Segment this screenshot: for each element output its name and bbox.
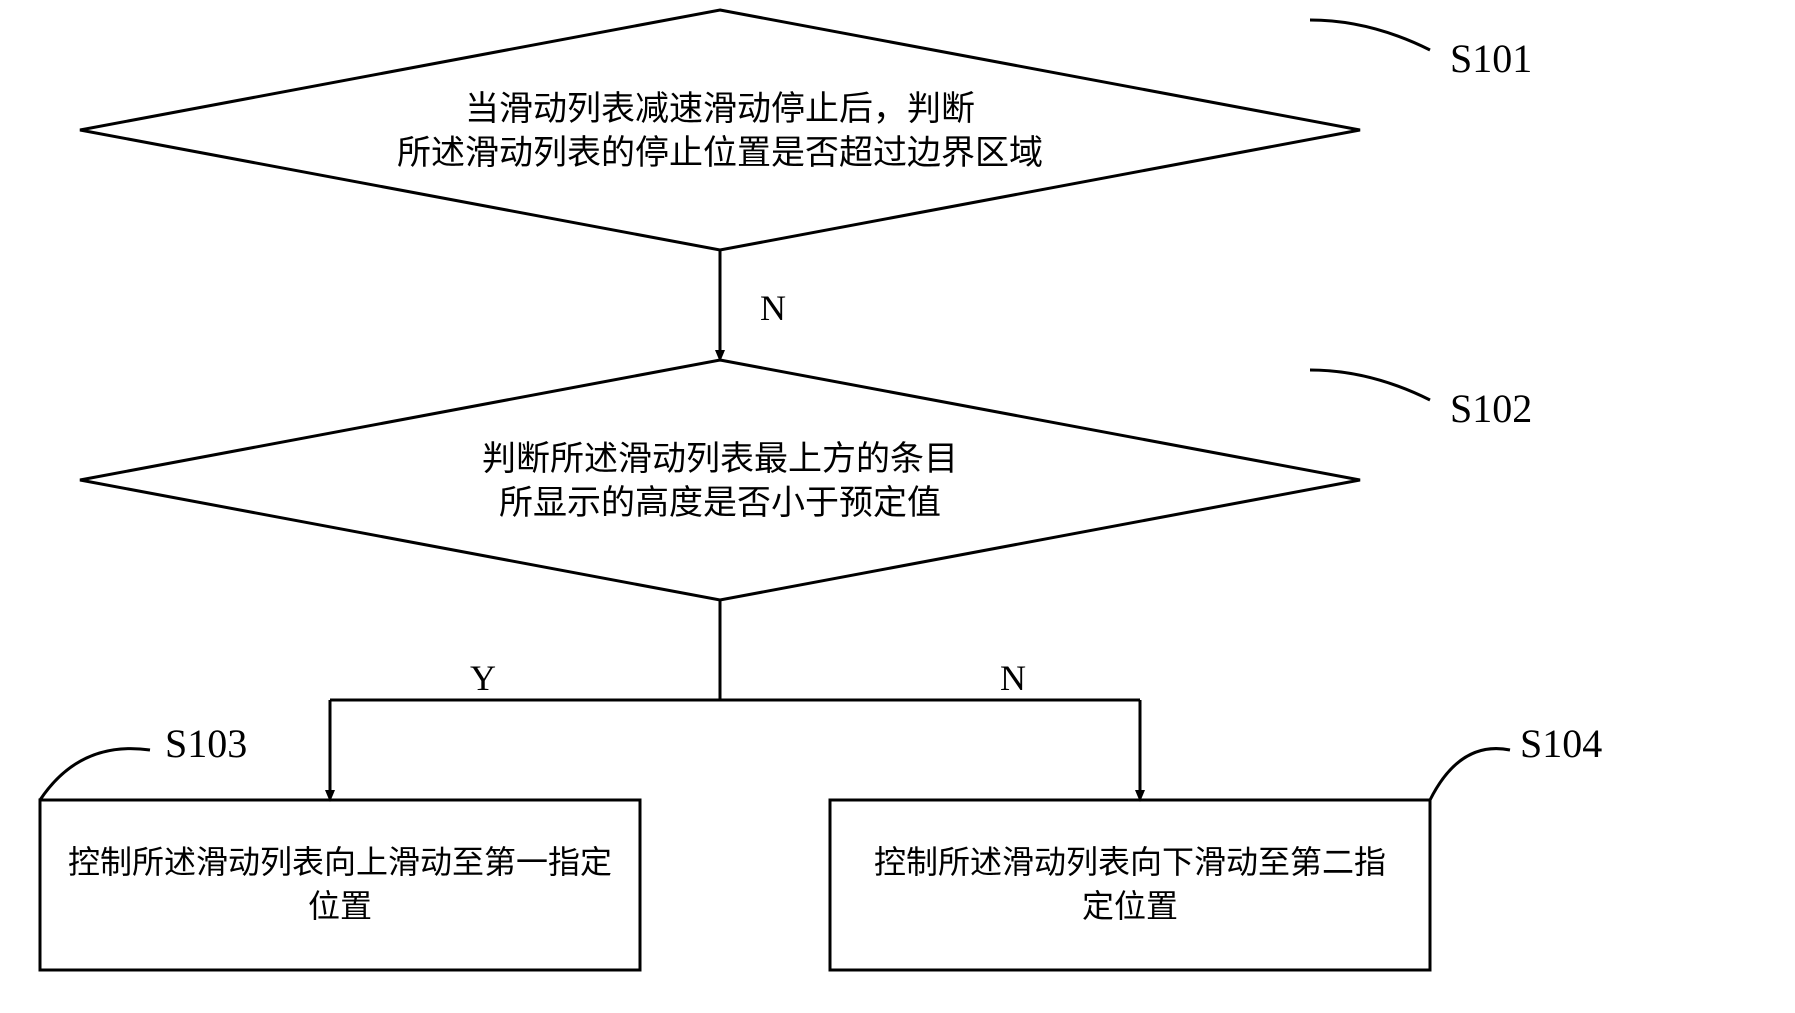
branch-label-n: N bbox=[1000, 658, 1026, 698]
edge-d1-d2-label: N bbox=[760, 288, 786, 328]
branch-label-y: Y bbox=[470, 658, 496, 698]
callout-label-s101: S101 bbox=[1450, 36, 1532, 81]
process-rect-left bbox=[40, 800, 640, 970]
decision-diamond-2 bbox=[80, 360, 1360, 600]
decision-2-line1: 判断所述滑动列表最上方的条目 bbox=[482, 440, 958, 478]
decision-1-line2: 所述滑动列表的停止位置是否超过边界区域 bbox=[397, 134, 1043, 172]
callout-curve-s101 bbox=[1310, 20, 1430, 50]
rect-left-line2: 位置 bbox=[308, 888, 372, 924]
rect-left-line1: 控制所述滑动列表向上滑动至第一指定 bbox=[68, 844, 612, 880]
callout-label-s103: S103 bbox=[165, 721, 247, 766]
rect-right-line1: 控制所述滑动列表向下滑动至第二指 bbox=[874, 844, 1386, 880]
callout-curve-s102 bbox=[1310, 370, 1430, 400]
decision-1-line1: 当滑动列表减速滑动停止后，判断 bbox=[465, 90, 975, 128]
callout-curve-s103 bbox=[40, 749, 150, 800]
callout-curve-s104 bbox=[1430, 749, 1510, 800]
decision-diamond-1 bbox=[80, 10, 1360, 250]
callout-label-s104: S104 bbox=[1520, 721, 1602, 766]
process-rect-right bbox=[830, 800, 1430, 970]
rect-right-line2: 定位置 bbox=[1082, 888, 1178, 924]
decision-2-line2: 所显示的高度是否小于预定值 bbox=[499, 484, 941, 522]
callout-label-s102: S102 bbox=[1450, 386, 1532, 431]
